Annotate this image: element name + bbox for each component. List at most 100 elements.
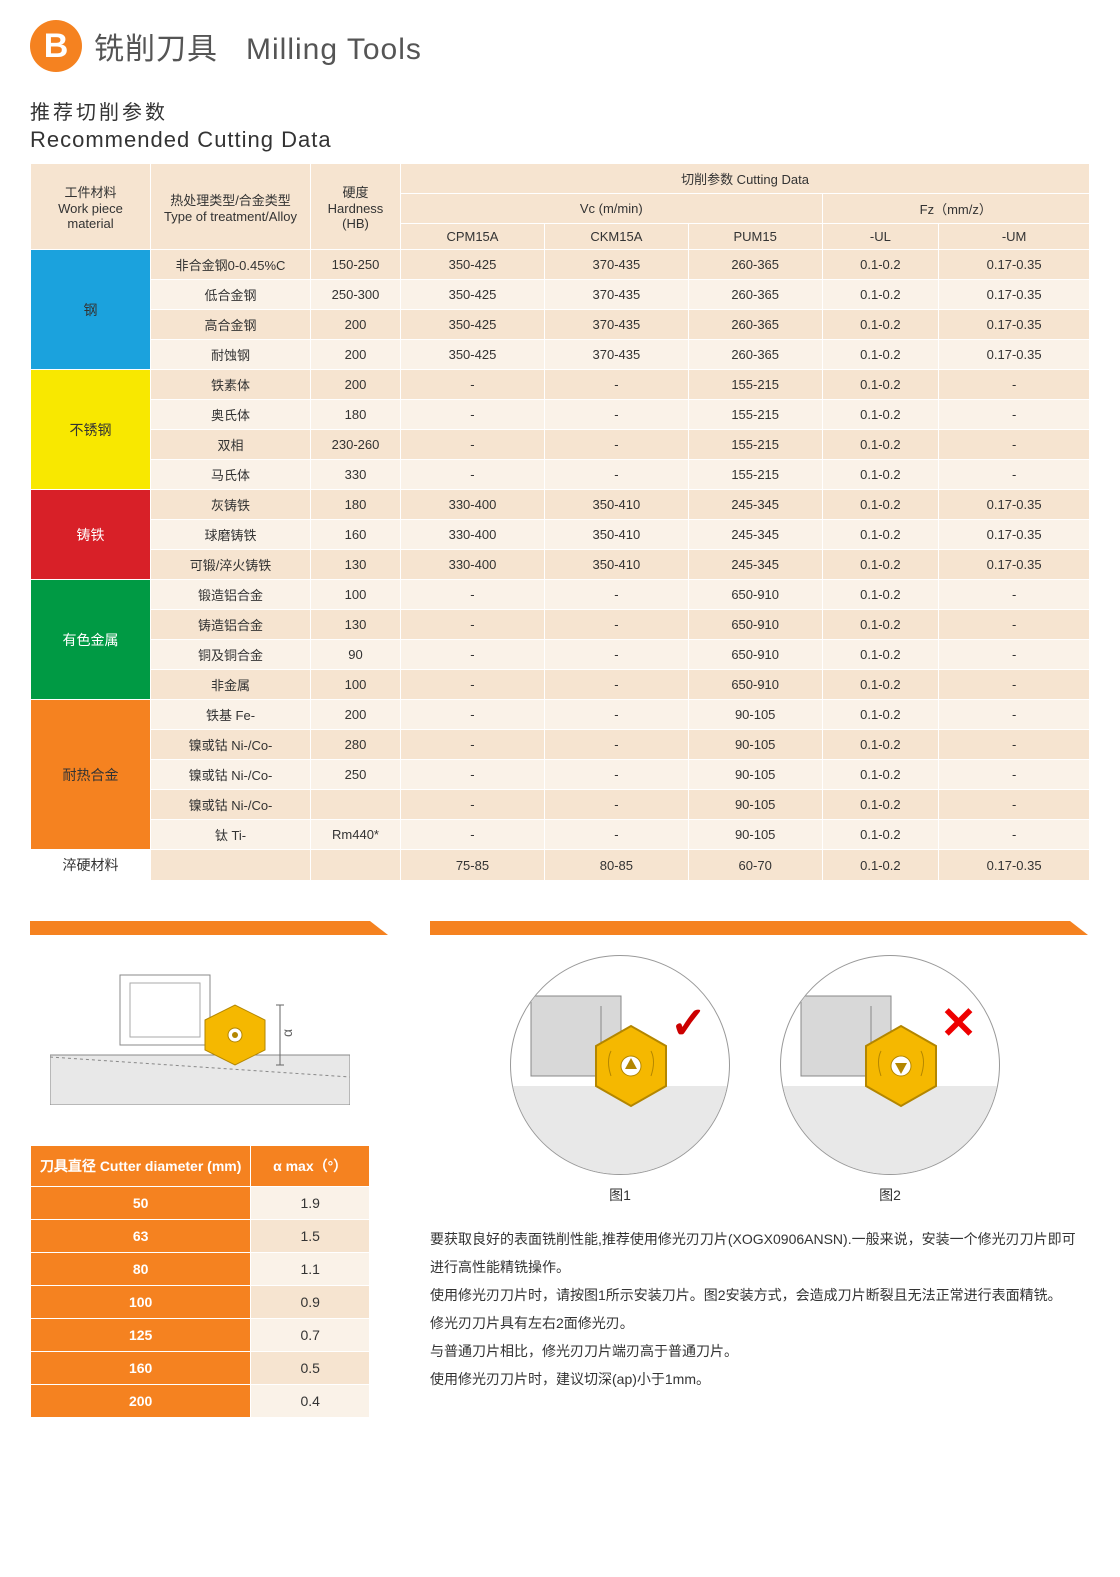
table-row: 马氏体330--155-2150.1-0.2- — [31, 460, 1090, 490]
value-cell: - — [401, 700, 545, 730]
value-cell: 90-105 — [688, 760, 822, 790]
treatment-cell: 镍或钴 Ni-/Co- — [151, 760, 311, 790]
value-cell: 260-365 — [688, 280, 822, 310]
treatment-cell: 马氏体 — [151, 460, 311, 490]
th-hb-unit: (HB) — [315, 216, 396, 231]
value-cell: 60-70 — [688, 850, 822, 881]
value-cell: - — [544, 760, 688, 790]
treatment-cell: 镍或钴 Ni-/Co- — [151, 790, 311, 820]
value-cell: 90-105 — [688, 820, 822, 850]
table-row: 非金属100--650-9100.1-0.2- — [31, 670, 1090, 700]
hardness-cell: 330 — [311, 460, 401, 490]
treatment-cell: 高合金钢 — [151, 310, 311, 340]
cutter-row: 1600.5 — [31, 1352, 370, 1385]
value-cell: 0.1-0.2 — [822, 760, 939, 790]
cutter-diameter-table: 刀具直径 Cutter diameter (mm) α max（°） 501.9… — [30, 1145, 370, 1418]
th-treatment-en: Type of treatment/Alloy — [155, 209, 306, 224]
ct-th-alpha: α max（°） — [251, 1146, 370, 1187]
cutter-alpha-cell: 1.9 — [251, 1187, 370, 1220]
value-cell: 0.1-0.2 — [822, 460, 939, 490]
value-cell: 0.1-0.2 — [822, 490, 939, 520]
value-cell: 370-435 — [544, 340, 688, 370]
table-row: 不锈钢铁素体200--155-2150.1-0.2- — [31, 370, 1090, 400]
value-cell: 0.1-0.2 — [822, 580, 939, 610]
treatment-cell: 锻造铝合金 — [151, 580, 311, 610]
value-cell: 350-425 — [401, 280, 545, 310]
treatment-cell: 铜及铜合金 — [151, 640, 311, 670]
value-cell: - — [401, 370, 545, 400]
th-hardness: 硬度 Hardness (HB) — [311, 164, 401, 250]
value-cell: 90-105 — [688, 790, 822, 820]
value-cell: 350-410 — [544, 490, 688, 520]
cutter-alpha-cell: 0.9 — [251, 1286, 370, 1319]
value-cell: - — [544, 670, 688, 700]
value-cell: 0.1-0.2 — [822, 550, 939, 580]
hardness-cell: 90 — [311, 640, 401, 670]
value-cell: - — [544, 610, 688, 640]
treatment-cell: 奥氏体 — [151, 400, 311, 430]
value-cell: 0.1-0.2 — [822, 310, 939, 340]
hardness-cell: 200 — [311, 370, 401, 400]
cutter-dia-cell: 50 — [31, 1187, 251, 1220]
value-cell: 245-345 — [688, 550, 822, 580]
hardness-cell: 200 — [311, 700, 401, 730]
value-cell: 80-85 — [544, 850, 688, 881]
value-cell: 260-365 — [688, 340, 822, 370]
value-cell: - — [939, 790, 1090, 820]
value-cell: 0.1-0.2 — [822, 610, 939, 640]
x-mark-icon: ✕ — [940, 998, 977, 1049]
hardness-cell: 180 — [311, 400, 401, 430]
th-treatment: 热处理类型/合金类型 Type of treatment/Alloy — [151, 164, 311, 250]
value-cell: 0.1-0.2 — [822, 370, 939, 400]
value-cell: 0.17-0.35 — [939, 520, 1090, 550]
th-grade-col: -UM — [939, 224, 1090, 250]
value-cell: 260-365 — [688, 250, 822, 280]
cutter-dia-cell: 80 — [31, 1253, 251, 1286]
material-category-cell: 钢 — [31, 250, 151, 370]
value-cell: 330-400 — [401, 520, 545, 550]
desc-p4: 与普通刀片相比，修光刃刀片端刃高于普通刀片。 — [430, 1337, 1080, 1365]
cutter-row: 501.9 — [31, 1187, 370, 1220]
value-cell: 350-410 — [544, 550, 688, 580]
value-cell: - — [401, 670, 545, 700]
table-row: 铸造铝合金130--650-9100.1-0.2- — [31, 610, 1090, 640]
value-cell: 350-425 — [401, 340, 545, 370]
value-cell: - — [401, 790, 545, 820]
material-category-cell: 有色金属 — [31, 580, 151, 700]
value-cell: 155-215 — [688, 430, 822, 460]
value-cell: - — [544, 640, 688, 670]
value-cell: 245-345 — [688, 520, 822, 550]
value-cell: 350-425 — [401, 310, 545, 340]
cutter-alpha-cell: 0.4 — [251, 1385, 370, 1418]
hardness-cell: 150-250 — [311, 250, 401, 280]
treatment-cell: 耐蚀钢 — [151, 340, 311, 370]
value-cell: 650-910 — [688, 610, 822, 640]
value-cell: - — [544, 730, 688, 760]
value-cell: - — [939, 460, 1090, 490]
value-cell: - — [939, 370, 1090, 400]
tool-angle-diagram: α — [50, 965, 350, 1105]
table-row: 淬硬材料75-8580-8560-700.1-0.20.17-0.35 — [31, 850, 1090, 881]
cutter-alpha-cell: 1.1 — [251, 1253, 370, 1286]
table-row: 镍或钴 Ni-/Co---90-1050.1-0.2- — [31, 790, 1090, 820]
cutting-data-table: 工件材料 Work piece material 热处理类型/合金类型 Type… — [30, 163, 1090, 881]
cutter-row: 2000.4 — [31, 1385, 370, 1418]
value-cell: - — [939, 580, 1090, 610]
table-row: 有色金属锻造铝合金100--650-9100.1-0.2- — [31, 580, 1090, 610]
value-cell: - — [401, 580, 545, 610]
table-row: 铜及铜合金90--650-9100.1-0.2- — [31, 640, 1090, 670]
treatment-cell — [151, 850, 311, 881]
value-cell: 0.1-0.2 — [822, 790, 939, 820]
treatment-cell: 球磨铸铁 — [151, 520, 311, 550]
value-cell: 75-85 — [401, 850, 545, 881]
table-row: 钛 Ti-Rm440*--90-1050.1-0.2- — [31, 820, 1090, 850]
cutter-dia-cell: 160 — [31, 1352, 251, 1385]
table-row: 耐热合金铁基 Fe-200--90-1050.1-0.2- — [31, 700, 1090, 730]
value-cell: 350-410 — [544, 520, 688, 550]
value-cell: 0.1-0.2 — [822, 340, 939, 370]
cutter-dia-cell: 100 — [31, 1286, 251, 1319]
table-row: 镍或钴 Ni-/Co-250--90-1050.1-0.2- — [31, 760, 1090, 790]
hardness-cell: 200 — [311, 310, 401, 340]
value-cell: 155-215 — [688, 400, 822, 430]
treatment-cell: 低合金钢 — [151, 280, 311, 310]
